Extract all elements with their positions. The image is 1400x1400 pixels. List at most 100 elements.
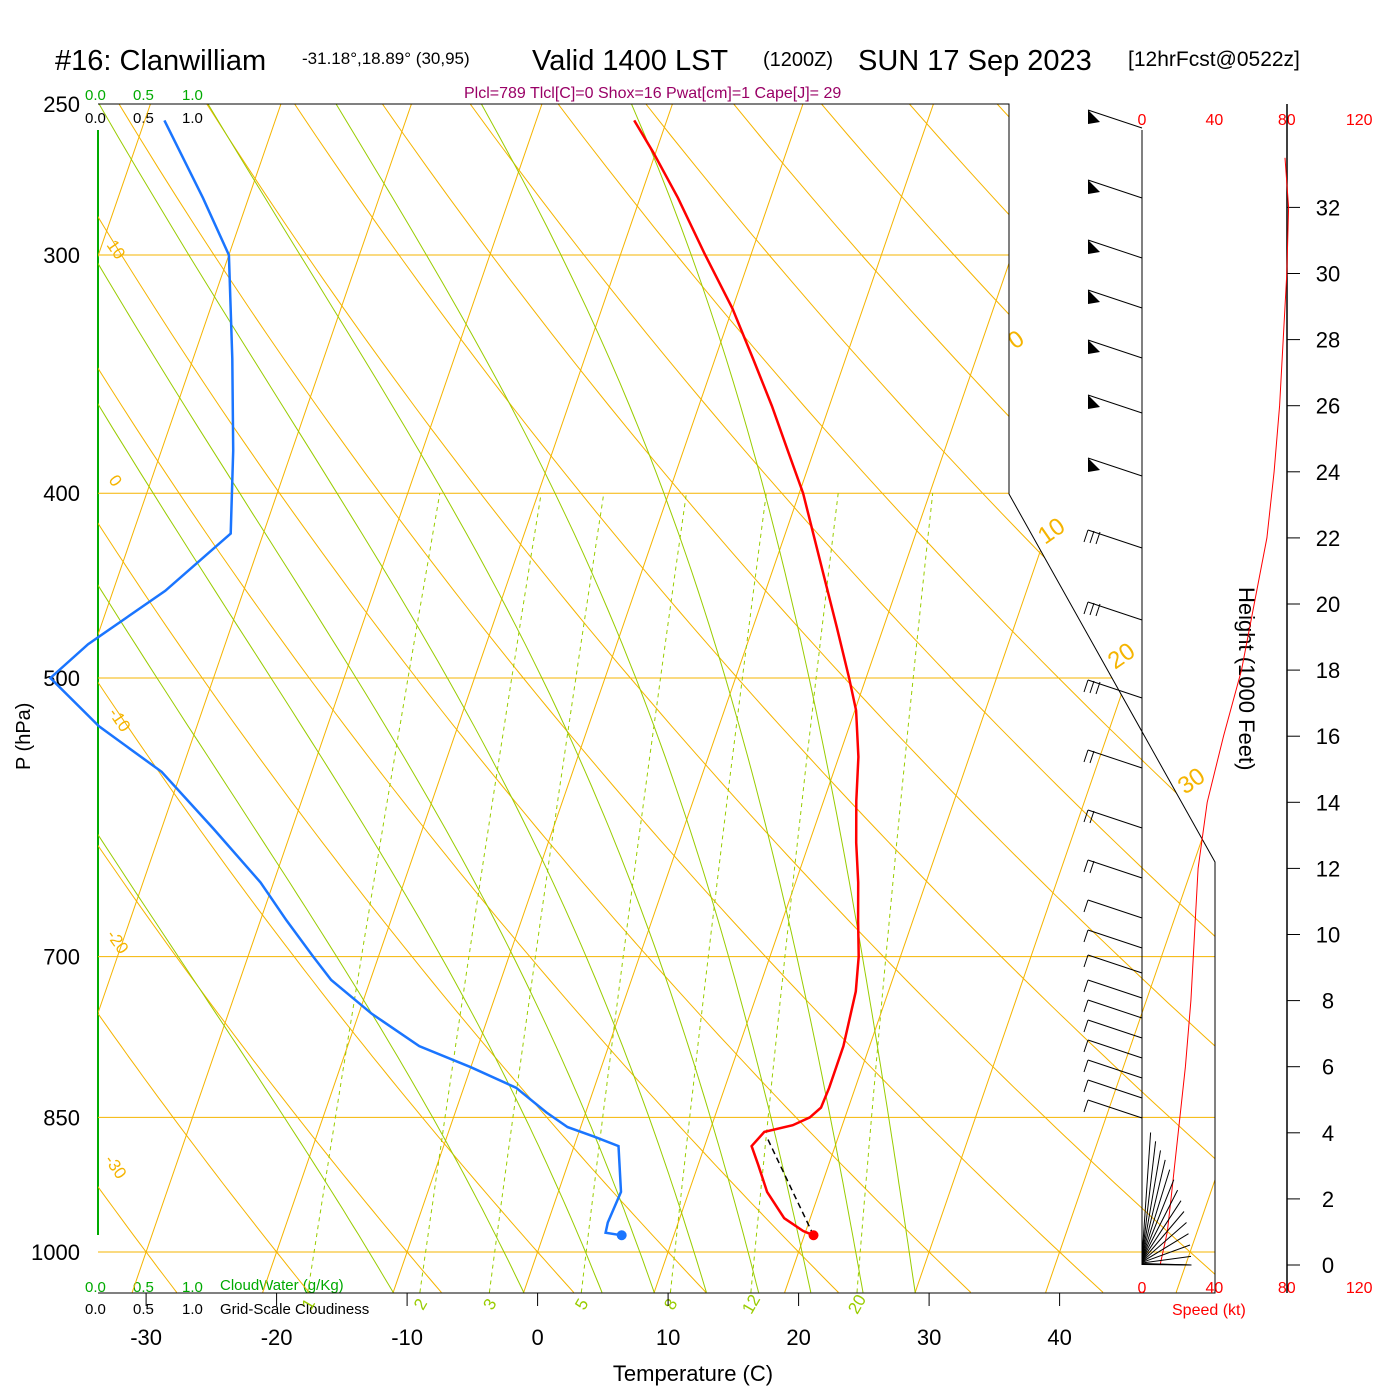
isotherm-label-left: -20 [103, 926, 133, 957]
dewpoint-profile-line [48, 119, 623, 1237]
dry-adiabat-160 [1140, 104, 1215, 1293]
dry-adiabat--20 [98, 104, 310, 1293]
pressure-tick-label: 250 [43, 92, 80, 117]
dry-adiabat--10 [98, 104, 442, 1293]
forecast-label: [12hrFcst@0522z] [1128, 48, 1300, 71]
y-axis-label: P (hPa) [13, 703, 35, 770]
wind-barb [1087, 809, 1143, 829]
wind-barb-feather [1095, 531, 1101, 545]
wind-barb [1087, 999, 1143, 1019]
wind-barb [1087, 899, 1143, 919]
wind-barb-feather [1089, 602, 1095, 616]
temperature-tick-label: 10 [656, 1325, 680, 1350]
height-tick-label: 24 [1316, 460, 1340, 485]
moist-adiabat--10 [98, 104, 394, 1293]
isotherm--30 [131, 104, 555, 1293]
wind-barb-low [1141, 1233, 1189, 1263]
height-tick-label: 30 [1316, 262, 1340, 287]
height-tick-label: 8 [1322, 989, 1334, 1014]
wind-barb [1087, 394, 1143, 414]
valid-time: Valid 1400 LST [532, 45, 728, 77]
dry-adiabat-100 [619, 104, 1215, 1293]
cl-tick-bottom-0: 0.0 [85, 1301, 106, 1318]
moist-adiabat-26 [373, 104, 864, 1293]
height-tick-label: 22 [1316, 526, 1340, 551]
cw-tick-top-0: 0.0 [85, 87, 106, 104]
wind-barb-feather [1095, 681, 1101, 695]
wind-barb-pennant [1088, 340, 1100, 354]
dry-adiabat-150 [1053, 104, 1215, 1293]
height-tick-label: 4 [1322, 1121, 1334, 1146]
cloud-water-scale-top: 0.0 0.5 1.0 0.0 0.5 1.0 [85, 87, 203, 127]
isotherm-label-left: -30 [101, 1151, 131, 1182]
wind-speed-tick-bottom: 120 [1346, 1280, 1373, 1297]
dry-adiabat-90 [532, 104, 1215, 1293]
cw-tick-top-1: 0.5 [133, 87, 154, 104]
wind-barb [1087, 679, 1143, 699]
wind-barb [1087, 1099, 1143, 1119]
wind-barb-low [1141, 1255, 1192, 1264]
height-tick-label: 6 [1322, 1055, 1334, 1080]
wind-barb-feather [1083, 1099, 1089, 1113]
cw-tick-top-2: 1.0 [182, 87, 203, 104]
wind-barb-low [1141, 1264, 1191, 1266]
wind-barb-low [1141, 1211, 1185, 1262]
cw-tick-bottom-1: 0.5 [133, 1279, 154, 1296]
wind-barb-feather [1083, 601, 1089, 615]
pressure-tick-label: 400 [43, 481, 80, 506]
isotherm-0 [523, 104, 946, 1293]
height-tick-label: 16 [1316, 724, 1340, 749]
isotherm-40 [1045, 104, 1215, 1293]
wind-barb-pennant [1088, 458, 1100, 472]
isotherm--10 [392, 104, 816, 1293]
wind-barb [1087, 339, 1143, 359]
pressure-tick-label: 500 [43, 666, 80, 691]
moist-adiabat-30 [542, 104, 916, 1293]
wind-barb [1087, 457, 1143, 477]
isotherm--60 [98, 104, 163, 1293]
height-tick-label: 26 [1316, 394, 1340, 419]
height-tick-label: 18 [1316, 658, 1340, 683]
isotherm-label-left: 10 [103, 236, 129, 262]
cw-tick-bottom-0: 0.0 [85, 1279, 106, 1296]
mixing-ratio-label: 5 [571, 1295, 592, 1313]
wind-barb-feather [1083, 859, 1089, 873]
mixing-ratio-label: 20 [844, 1291, 870, 1317]
wind-barb-feather [1083, 979, 1089, 993]
pressure-tick-label: 700 [43, 945, 80, 970]
wind-barb-feather [1083, 999, 1089, 1013]
moist-adiabat-10 [98, 104, 655, 1293]
dry-adiabat-80 [445, 104, 1215, 1293]
dry-adiabat-0 [98, 104, 575, 1293]
dry-adiabat-110 [706, 104, 1215, 1293]
wind-speed-tick-top: 0 [1138, 112, 1147, 129]
wind-barb-feather [1083, 809, 1089, 823]
wind-barb-low [1141, 1150, 1161, 1259]
dry-adiabat-60 [271, 104, 1215, 1293]
cl-tick-bottom-1: 0.5 [133, 1301, 154, 1318]
wind-barb-feather [1089, 750, 1095, 764]
moist-adiabat-22 [225, 104, 812, 1293]
moist-adiabat-6 [98, 104, 603, 1293]
wind-barb-pennant [1088, 290, 1100, 304]
wind-barb [1087, 289, 1143, 309]
wind-barb-feather [1083, 1079, 1089, 1093]
dry-adiabat-70 [358, 104, 1215, 1293]
wind-speed-tick-top: 40 [1206, 112, 1224, 129]
cl-tick-top-1: 0.5 [133, 110, 154, 127]
wind-barb-low [1141, 1159, 1166, 1259]
isotherm--50 [98, 104, 294, 1293]
cloud-water-scale-bottom: 0.0 0.5 1.0 CloudWater (g/Kg) 0.0 0.5 1.… [85, 1277, 369, 1318]
wind-barb [1087, 109, 1143, 129]
wind-barb-pennant [1088, 180, 1100, 194]
mixing-ratio-line-20 [856, 493, 934, 1293]
wind-barb-pennant [1088, 240, 1100, 254]
isotherm-label-right: 0 [1003, 325, 1029, 355]
isotherm--20 [262, 104, 685, 1293]
wind-barb-low [1141, 1169, 1171, 1260]
wind-barb-feather [1083, 529, 1089, 543]
temperature-tick-label: 40 [1047, 1325, 1071, 1350]
wind-barb [1087, 239, 1143, 259]
dry-adiabat-40 [98, 104, 1104, 1293]
